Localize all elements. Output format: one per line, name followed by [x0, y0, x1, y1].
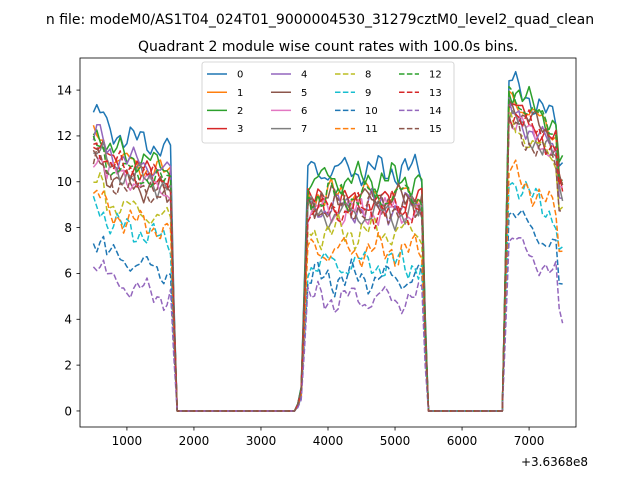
- legend-label-12: 12: [429, 70, 442, 81]
- y-tick-label: 8: [64, 221, 72, 235]
- y-tick-label: 0: [64, 404, 72, 418]
- x-tick-label: 3000: [246, 434, 277, 448]
- series-line-6: [92, 114, 563, 412]
- y-tick-label: 2: [64, 358, 72, 372]
- legend-label-10: 10: [365, 106, 378, 117]
- series-line-15: [92, 115, 563, 412]
- legend-label-5: 5: [301, 88, 307, 99]
- suptitle: n file: modeM0/AS1T04_024T01_9000004530_…: [46, 12, 594, 28]
- series-line-7: [93, 109, 564, 412]
- legend-label-15: 15: [429, 124, 442, 135]
- x-offset-label: +3.6368e8: [521, 455, 588, 469]
- x-tick-label: 2000: [179, 434, 210, 448]
- legend-label-3: 3: [237, 124, 243, 135]
- x-tick-label: 6000: [447, 434, 478, 448]
- legend-box: [201, 61, 455, 144]
- legend-label-11: 11: [365, 124, 378, 135]
- y-tick-label: 4: [64, 313, 72, 327]
- series-line-14: [92, 236, 564, 412]
- series-line-5: [92, 99, 564, 412]
- y-tick-label: 12: [57, 129, 72, 143]
- legend-label-9: 9: [365, 88, 371, 99]
- x-tick-label: 1000: [112, 434, 143, 448]
- legend-label-13: 13: [429, 88, 442, 99]
- chart-title: Quadrant 2 module wise count rates with …: [138, 39, 518, 55]
- legend-label-14: 14: [429, 106, 442, 117]
- legend-label-4: 4: [301, 70, 307, 81]
- series-line-9: [92, 180, 564, 412]
- legend-label-0: 0: [237, 70, 243, 81]
- series-line-10: [92, 209, 563, 412]
- series-line-8: [93, 107, 564, 412]
- x-tick-label: 5000: [380, 434, 411, 448]
- y-tick-label: 10: [57, 175, 72, 189]
- legend-label-1: 1: [237, 88, 243, 99]
- legend-label-7: 7: [301, 124, 307, 135]
- plot-area: 1000 2000 3000 4000 5000 6000 7000024681012140…: [57, 57, 577, 448]
- legend-label-2: 2: [237, 106, 243, 117]
- y-tick-label: 14: [57, 83, 72, 97]
- x-tick-label: 4000: [313, 434, 344, 448]
- y-tick-label: 6: [64, 267, 72, 281]
- series-line-13: [93, 109, 564, 412]
- x-tick-label: 7000: [514, 434, 545, 448]
- legend-label-6: 6: [301, 106, 307, 117]
- legend-label-8: 8: [365, 70, 371, 81]
- series-line-11: [92, 159, 563, 412]
